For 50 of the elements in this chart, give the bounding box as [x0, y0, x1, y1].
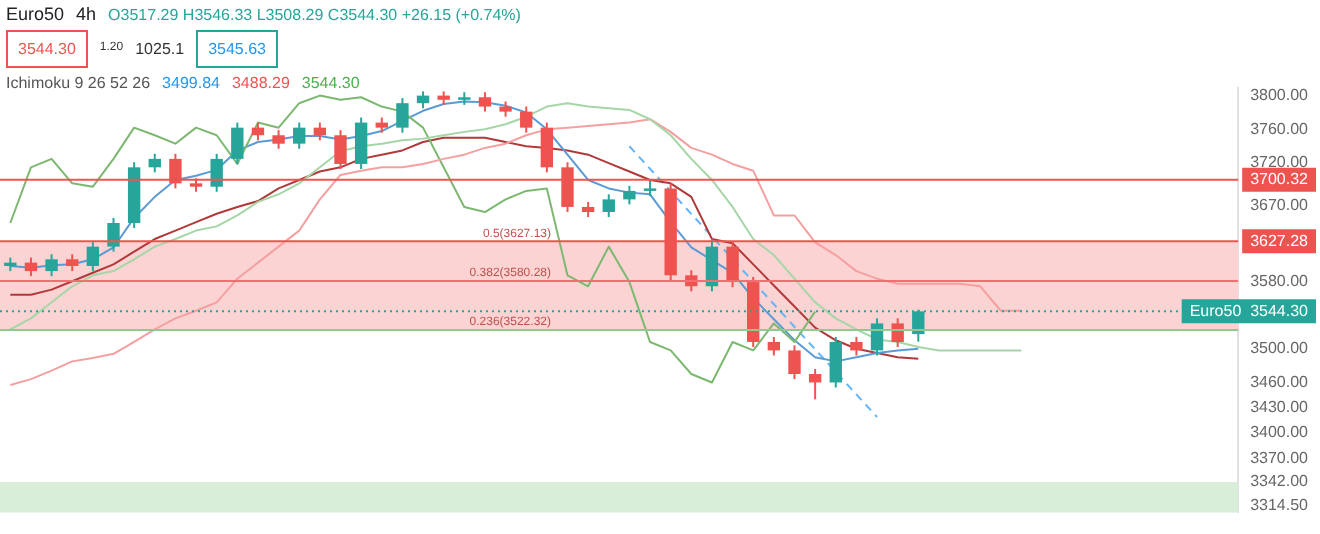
y-tick-label: 3400.00 — [1250, 423, 1310, 442]
y-tick-label: 3370.00 — [1250, 448, 1310, 467]
candlestick — [520, 105, 533, 134]
candlestick — [231, 121, 244, 165]
candlestick — [334, 129, 347, 170]
y-tick-label: 3670.00 — [1250, 195, 1310, 214]
candlestick — [829, 335, 842, 389]
candlestick — [602, 193, 615, 219]
candlestick — [354, 116, 368, 170]
candlestick — [293, 121, 306, 150]
candlestick — [148, 152, 161, 174]
candlestick — [45, 253, 58, 278]
candlestick — [478, 91, 492, 113]
text: O3517.29 H3546.33 L3508.29 C3544.30 +26.15 (+0.74%) — [108, 4, 521, 26]
candlestick — [107, 216, 120, 253]
candlestick — [891, 317, 904, 349]
text: 3545.63 — [196, 30, 278, 68]
y-tick-label: 3760.00 — [1250, 119, 1310, 138]
ref-line-label: 3700.32 — [1250, 170, 1310, 189]
annotation: 3488.29 — [231, 72, 290, 94]
chart-title: Euro50 — [6, 4, 65, 26]
annotation: 3544.30 — [301, 72, 360, 94]
annotation: 3499.84 — [162, 72, 220, 94]
y-tick-label: 3460.00 — [1250, 372, 1310, 391]
candlestick — [870, 317, 884, 357]
candlestick — [788, 344, 801, 381]
chart-subtitle: 4h — [76, 4, 97, 26]
y-tick-label: 3720.00 — [1250, 153, 1310, 172]
ref-line-label: Euro50 3544.30 — [1189, 301, 1310, 320]
candlestick — [272, 129, 285, 150]
y-tick-label: 3314.50 — [1250, 495, 1310, 514]
candlestick — [767, 335, 781, 357]
candlestick — [808, 367, 822, 401]
y-tick-label: 3342.00 — [1250, 472, 1310, 491]
y-tick-label: 3800.00 — [1250, 86, 1310, 104]
candlestick — [540, 121, 554, 174]
candlestick — [850, 335, 863, 357]
text: 1025.1 — [135, 38, 185, 60]
y-tick-label: 3500.00 — [1250, 339, 1310, 358]
y-tick-label: 3430.00 — [1250, 398, 1310, 417]
annotation: Ichimoku 9 26 52 26 — [6, 72, 151, 94]
ref-line-label: 3627.28 — [1250, 231, 1310, 250]
candlestick — [210, 152, 223, 193]
candlestick — [86, 240, 100, 273]
candlestick — [623, 184, 636, 206]
candlestick — [396, 97, 409, 134]
y-tick-label: 3580.00 — [1250, 271, 1310, 290]
text: 3544.30 — [6, 30, 88, 68]
candlestick — [705, 238, 719, 293]
candlestick — [24, 256, 38, 278]
